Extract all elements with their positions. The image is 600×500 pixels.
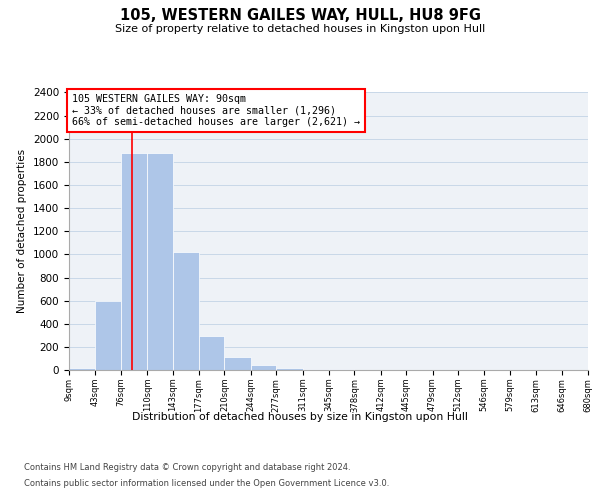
- Bar: [147, 152, 173, 370]
- Bar: [251, 366, 276, 370]
- Text: 105, WESTERN GAILES WAY, HULL, HU8 9FG: 105, WESTERN GAILES WAY, HULL, HU8 9FG: [119, 8, 481, 22]
- Bar: [173, 252, 199, 370]
- Bar: [276, 368, 302, 370]
- Bar: [199, 336, 224, 370]
- Y-axis label: Number of detached properties: Number of detached properties: [17, 149, 28, 314]
- Bar: [224, 358, 251, 370]
- Bar: [69, 368, 95, 370]
- Text: Distribution of detached houses by size in Kingston upon Hull: Distribution of detached houses by size …: [132, 412, 468, 422]
- Bar: [121, 152, 147, 370]
- Bar: [95, 300, 121, 370]
- Text: Size of property relative to detached houses in Kingston upon Hull: Size of property relative to detached ho…: [115, 24, 485, 34]
- Text: Contains HM Land Registry data © Crown copyright and database right 2024.: Contains HM Land Registry data © Crown c…: [24, 462, 350, 471]
- Text: Contains public sector information licensed under the Open Government Licence v3: Contains public sector information licen…: [24, 479, 389, 488]
- Text: 105 WESTERN GAILES WAY: 90sqm
← 33% of detached houses are smaller (1,296)
66% o: 105 WESTERN GAILES WAY: 90sqm ← 33% of d…: [71, 94, 359, 127]
- Bar: [302, 369, 329, 370]
